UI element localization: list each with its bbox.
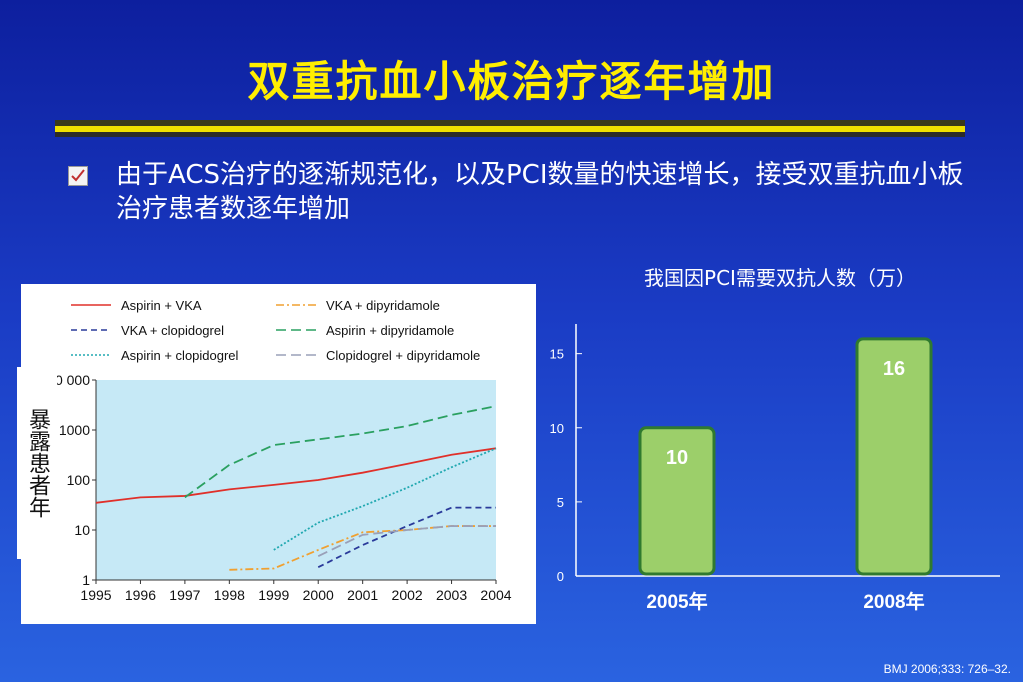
bar-y-tick-label: 0 (557, 569, 564, 584)
title-divider-middle (55, 126, 965, 132)
plot-area (96, 380, 496, 580)
legend-label: VKA + clopidogrel (121, 323, 224, 338)
chart-legend: Aspirin + VKA VKA + dipyridamole VKA + clo… (71, 298, 480, 363)
title-divider-bottom (55, 132, 965, 137)
series-line (184, 405, 497, 499)
y-tick-label: 1000 (59, 422, 90, 438)
citation: BMJ 2006;333: 726–32. (883, 662, 1011, 676)
x-tick-label: 2002 (392, 587, 423, 603)
log-line-chart-panel: Aspirin + VKA VKA + dipyridamole VKA + clo… (21, 284, 536, 624)
bar-chart-title: 我国因PCI需要双抗人数（万） (644, 266, 916, 290)
x-tick-label: 1998 (214, 587, 245, 603)
log-line-chart: Aspirin + VKA VKA + dipyridamole VKA + clo… (47, 298, 512, 603)
y-tick-label: 1 (82, 572, 90, 588)
x-tick-label: 1996 (125, 587, 156, 603)
bar (855, 337, 933, 576)
y-tick-label: 10 (74, 522, 90, 538)
series-line (95, 447, 497, 504)
legend-label: Aspirin + dipyridamole (326, 323, 454, 338)
y-axis-label-box: 暴露患者年 (17, 367, 57, 559)
x-tick-label: 2004 (480, 587, 511, 603)
title-divider-top (55, 120, 965, 126)
legend-label: Aspirin + clopidogrel (121, 348, 239, 363)
legend-label: Aspirin + VKA (121, 298, 202, 313)
bar-y-tick-label: 15 (550, 347, 564, 362)
legend-label: Clopidogrel + dipyridamole (326, 348, 480, 363)
checkbox-bullet-icon (68, 166, 88, 186)
bar-value-label: 16 (883, 358, 905, 380)
x-tick-label: 1995 (80, 587, 111, 603)
x-tick-label: 2000 (303, 587, 334, 603)
slide-title: 双重抗血小板治疗逐年增加 (247, 57, 776, 106)
bar (638, 426, 716, 576)
x-tick-label: 2003 (436, 587, 467, 603)
bar-y-tick-label: 5 (557, 495, 564, 510)
bar-chart: 0 5 10 15 10 2005年 16 2008年 (550, 324, 1000, 613)
y-axis-label: 暴露患者年 (25, 408, 50, 518)
y-tick-label: 10 000 (47, 372, 90, 388)
bullet-text: 由于ACS治疗的逐渐规范化，以及PCI数量的快速增长，接受双重抗血小板治疗患者数… (116, 160, 964, 224)
bar-category-label: 2008年 (863, 590, 924, 613)
x-tick-label: 2001 (347, 587, 378, 603)
y-tick-label: 100 (67, 472, 91, 488)
x-tick-label: 1997 (169, 587, 200, 603)
series-line (317, 525, 496, 557)
bar-category-label: 2005年 (646, 590, 707, 613)
bar-value-label: 10 (666, 447, 688, 469)
x-tick-label: 1999 (258, 587, 289, 603)
series-line (317, 506, 496, 569)
legend-label: VKA + dipyridamole (326, 298, 440, 313)
series-line (273, 447, 497, 551)
bar-y-tick-label: 10 (550, 421, 564, 436)
